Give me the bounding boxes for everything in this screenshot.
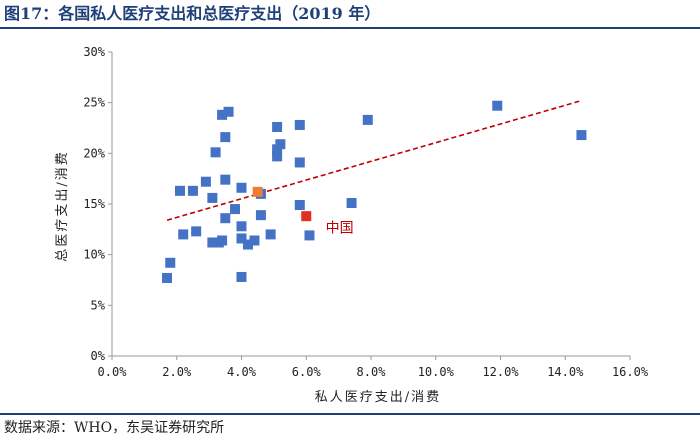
y-axis-title: 总医疗支出/消费 <box>55 150 70 261</box>
x-axis: 0.0% 2.0% 4.0% 6.0% 8.0% 10.0% 12.0% 14.0% 16.0% <box>98 355 649 379</box>
x-tick-label: 6.0% <box>292 365 322 379</box>
data-point <box>220 132 231 143</box>
data-point <box>217 235 228 246</box>
china-label: 中国 <box>326 220 354 236</box>
y-tick-label: 20% <box>83 146 105 160</box>
x-tick-label: 14.0% <box>547 365 584 379</box>
data-point <box>272 121 283 132</box>
data-point <box>187 185 198 196</box>
data-point <box>255 210 266 221</box>
x-tick-label: 2.0% <box>162 365 192 379</box>
y-tick-label: 0% <box>91 349 106 363</box>
x-axis-title: 私人医疗支出/消费 <box>315 390 441 405</box>
highlight-point <box>252 186 263 197</box>
data-point <box>200 176 211 187</box>
data-point <box>346 197 357 208</box>
data-point <box>207 192 218 203</box>
y-tick-label: 5% <box>91 298 106 312</box>
data-point <box>162 272 173 283</box>
y-axis: 0% 5% 10% 15% 20% 25% 30% <box>83 45 113 363</box>
data-point <box>210 147 221 158</box>
y-tick-label: 10% <box>83 248 105 262</box>
data-point <box>304 230 315 241</box>
data-point <box>275 139 286 150</box>
source-rule <box>0 413 700 415</box>
x-tick-label: 0.0% <box>98 365 128 379</box>
points-layer <box>162 100 587 283</box>
data-point <box>294 157 305 168</box>
data-point <box>294 119 305 130</box>
x-tick-label: 16.0% <box>612 365 649 379</box>
data-point <box>217 109 228 120</box>
data-point <box>265 229 276 240</box>
data-point <box>165 257 176 268</box>
data-point <box>236 221 247 232</box>
data-point <box>236 271 247 282</box>
data-point <box>220 174 231 185</box>
scatter-chart: 0% 5% 10% 15% 20% 25% 30% 0.0% 2.0% 4.0% 6.0% 8.0%… <box>55 45 649 405</box>
annotation-layer: 中国 <box>326 220 354 236</box>
x-tick-label: 12.0% <box>482 365 519 379</box>
data-point <box>249 235 260 246</box>
trendline-layer <box>166 99 582 221</box>
data-point <box>178 229 189 240</box>
china-point <box>301 211 312 222</box>
y-tick-label: 25% <box>83 96 105 110</box>
data-point <box>236 233 247 244</box>
x-tick-label: 10.0% <box>418 365 455 379</box>
y-tick-label: 30% <box>83 45 105 59</box>
trendline <box>166 99 582 221</box>
data-point <box>576 130 587 141</box>
data-point <box>242 239 253 250</box>
title-rule <box>0 27 700 29</box>
data-point <box>272 151 283 162</box>
x-tick-label: 4.0% <box>227 365 257 379</box>
data-point <box>492 100 503 111</box>
data-point <box>230 204 241 215</box>
data-point <box>362 114 373 125</box>
data-point <box>236 182 247 193</box>
x-tick-label: 8.0% <box>357 365 387 379</box>
figure-title: 图17：各国私人医疗支出和总医疗支出（2019 年） <box>4 4 381 23</box>
data-point <box>272 144 283 155</box>
data-point <box>294 200 305 211</box>
data-point <box>191 226 202 237</box>
data-point <box>207 237 218 248</box>
data-point <box>220 213 231 224</box>
source-note: 数据来源：WHO，东吴证券研究所 <box>4 420 225 436</box>
data-point <box>174 185 185 196</box>
y-tick-label: 15% <box>83 197 105 211</box>
data-point <box>223 106 234 117</box>
